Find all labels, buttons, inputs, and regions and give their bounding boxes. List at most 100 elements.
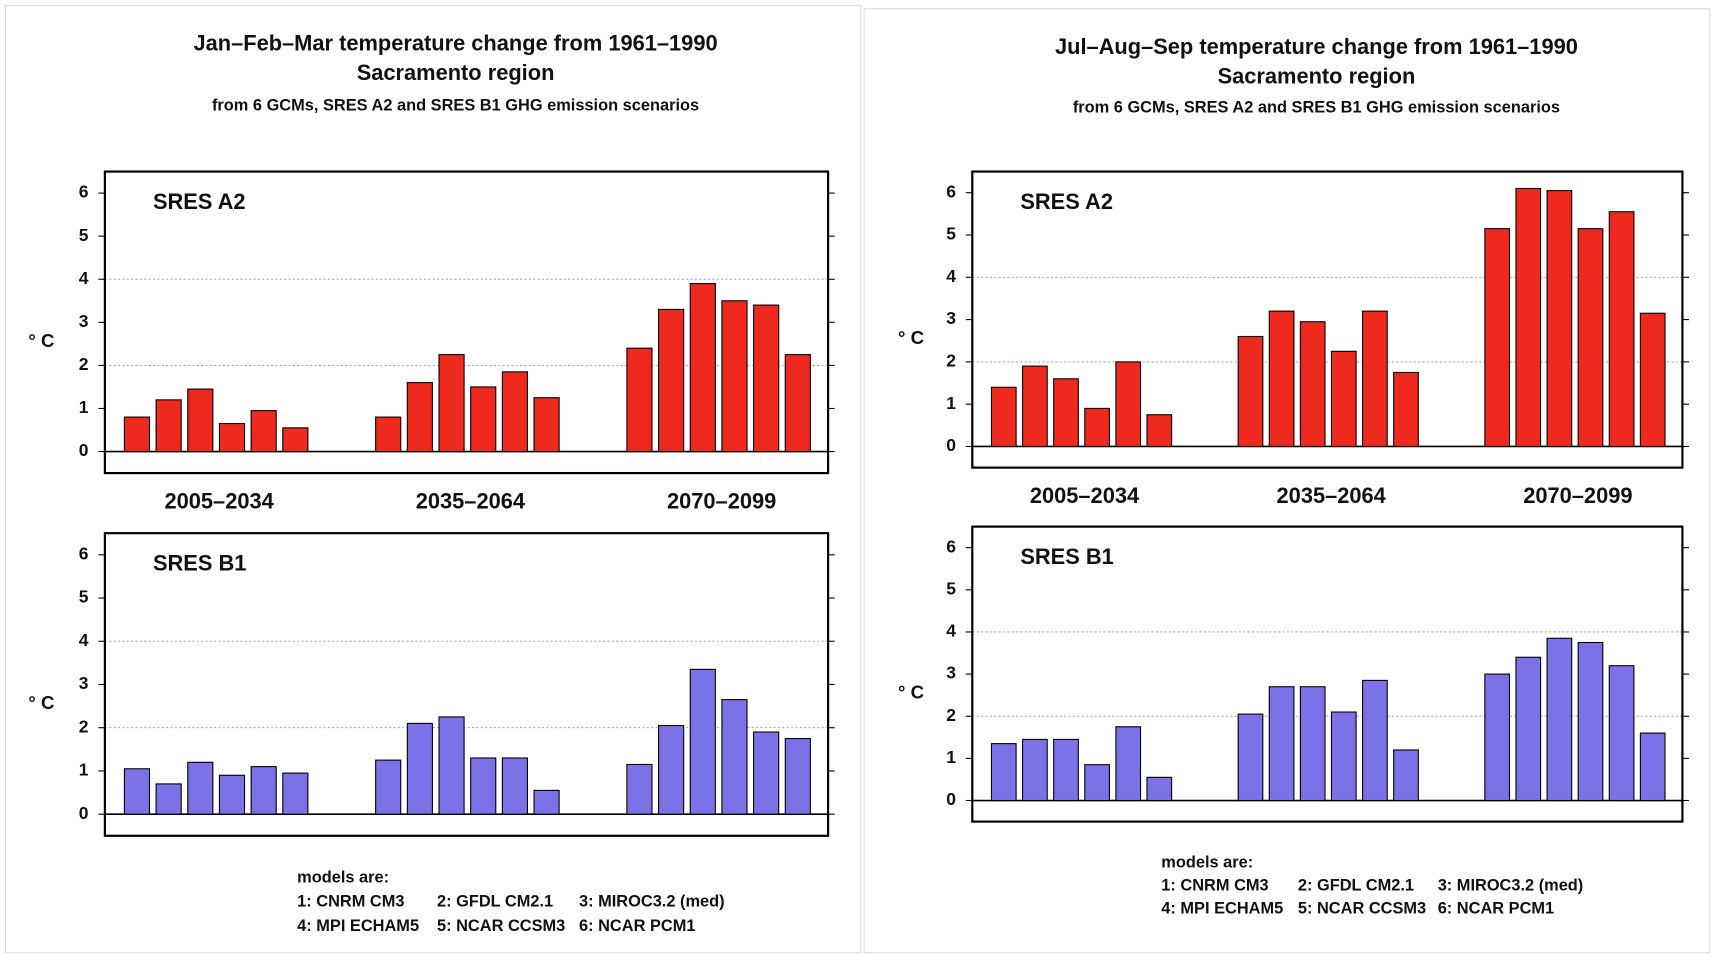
y-axis-label: ° C <box>898 327 924 348</box>
bar <box>689 668 716 815</box>
bar <box>1515 656 1542 802</box>
model-name: 5: NCAR CCSM3 <box>1298 899 1426 917</box>
y-axis-label: ° C <box>898 682 924 703</box>
y-tick-label: 6 <box>79 543 89 563</box>
model-name: 6: NCAR PCM1 <box>1438 899 1554 917</box>
y-tick-label: 4 <box>946 621 956 641</box>
y-tick-label: 1 <box>79 397 89 417</box>
bar <box>1053 378 1079 448</box>
bar <box>155 399 182 453</box>
model-name: 4: MPI ECHAM5 <box>297 917 419 935</box>
bar <box>1268 686 1295 802</box>
y-axis-label: ° C <box>28 330 54 351</box>
bar <box>438 716 465 815</box>
panel-label: SRES B1 <box>153 551 246 576</box>
bar <box>1546 637 1573 802</box>
bar <box>753 304 780 453</box>
bar <box>375 759 402 815</box>
figure-subtitle: Sacramento region <box>1218 63 1416 88</box>
bar <box>1577 641 1604 802</box>
bar <box>721 300 748 453</box>
bar <box>155 783 182 815</box>
panel-label: SRES B1 <box>1020 544 1113 569</box>
model-name: 6: NCAR PCM1 <box>579 917 695 935</box>
bar <box>1146 414 1173 448</box>
x-tick-label: 2005–2034 <box>165 488 275 513</box>
bar <box>1299 321 1326 448</box>
bar <box>1022 365 1048 448</box>
bar <box>1362 310 1388 448</box>
y-tick-label: 3 <box>79 673 89 693</box>
plot-frame <box>103 532 830 837</box>
panel-border <box>863 8 1711 954</box>
y-tick-label: 0 <box>946 435 956 455</box>
bar <box>218 423 246 453</box>
bar <box>282 772 309 815</box>
bar <box>1237 713 1264 802</box>
bar <box>990 386 1017 448</box>
model-name: 3: MIROC3.2 (med) <box>579 893 725 911</box>
panel-label: SRES A2 <box>1020 189 1113 214</box>
bar <box>753 731 780 815</box>
bar <box>250 410 277 453</box>
bar <box>218 774 246 815</box>
bar <box>1546 190 1573 448</box>
y-tick-label: 1 <box>79 760 89 780</box>
x-tick-label: 2005–2034 <box>1030 483 1140 508</box>
figure-note: from 6 GCMs, SRES A2 and SRES B1 GHG emi… <box>1073 99 1560 117</box>
bar <box>658 725 685 815</box>
y-tick-label: 2 <box>946 705 956 725</box>
bar <box>1084 764 1110 802</box>
model-name: 1: CNRM CM3 <box>1161 876 1268 894</box>
bar <box>1299 686 1326 802</box>
bar <box>1115 726 1142 802</box>
figure-title: Jul–Aug–Sep temperature change from 1961… <box>1055 34 1578 59</box>
bar <box>784 737 811 815</box>
bar <box>626 763 653 815</box>
bar <box>1053 738 1079 802</box>
bar <box>533 397 560 453</box>
bar <box>626 347 653 453</box>
y-tick-label: 0 <box>946 789 956 809</box>
bar <box>1484 228 1511 448</box>
bar <box>470 757 497 815</box>
plot-frame <box>971 525 1684 823</box>
bar <box>1608 211 1635 448</box>
y-tick-label: 5 <box>946 224 956 244</box>
model-name: 1: CNRM CM3 <box>297 893 404 911</box>
bar <box>1362 679 1388 802</box>
bar <box>689 283 716 453</box>
bar <box>1639 312 1666 448</box>
y-tick-label: 6 <box>79 182 89 202</box>
plot-frame <box>103 170 830 475</box>
model-name: 2: GFDL CM2.1 <box>1298 876 1414 894</box>
x-tick-label: 2070–2099 <box>1523 483 1632 508</box>
bar <box>658 308 685 453</box>
model-name: 4: MPI ECHAM5 <box>1161 899 1283 917</box>
bar <box>784 354 811 453</box>
y-tick-label: 0 <box>79 440 89 460</box>
bar <box>501 757 529 815</box>
bar <box>1146 776 1173 802</box>
bar <box>250 766 277 815</box>
bar <box>187 388 214 453</box>
y-tick-label: 1 <box>946 393 956 413</box>
bar <box>1022 738 1048 802</box>
y-tick-label: 5 <box>79 225 89 245</box>
x-tick-label: 2070–2099 <box>667 488 776 513</box>
bar <box>282 427 309 453</box>
bar <box>1484 673 1511 802</box>
bar <box>1330 711 1357 802</box>
bar <box>1608 665 1635 802</box>
y-tick-label: 3 <box>946 308 956 328</box>
y-tick-label: 2 <box>79 354 89 374</box>
bar <box>470 386 497 453</box>
y-tick-label: 3 <box>946 663 956 683</box>
bar <box>1237 335 1264 448</box>
x-tick-label: 2035–2064 <box>1277 483 1387 508</box>
model-name: 5: NCAR CCSM3 <box>437 917 565 935</box>
y-tick-label: 5 <box>79 587 89 607</box>
figure-subtitle: Sacramento region <box>357 60 555 85</box>
y-tick-label: 4 <box>946 266 956 286</box>
